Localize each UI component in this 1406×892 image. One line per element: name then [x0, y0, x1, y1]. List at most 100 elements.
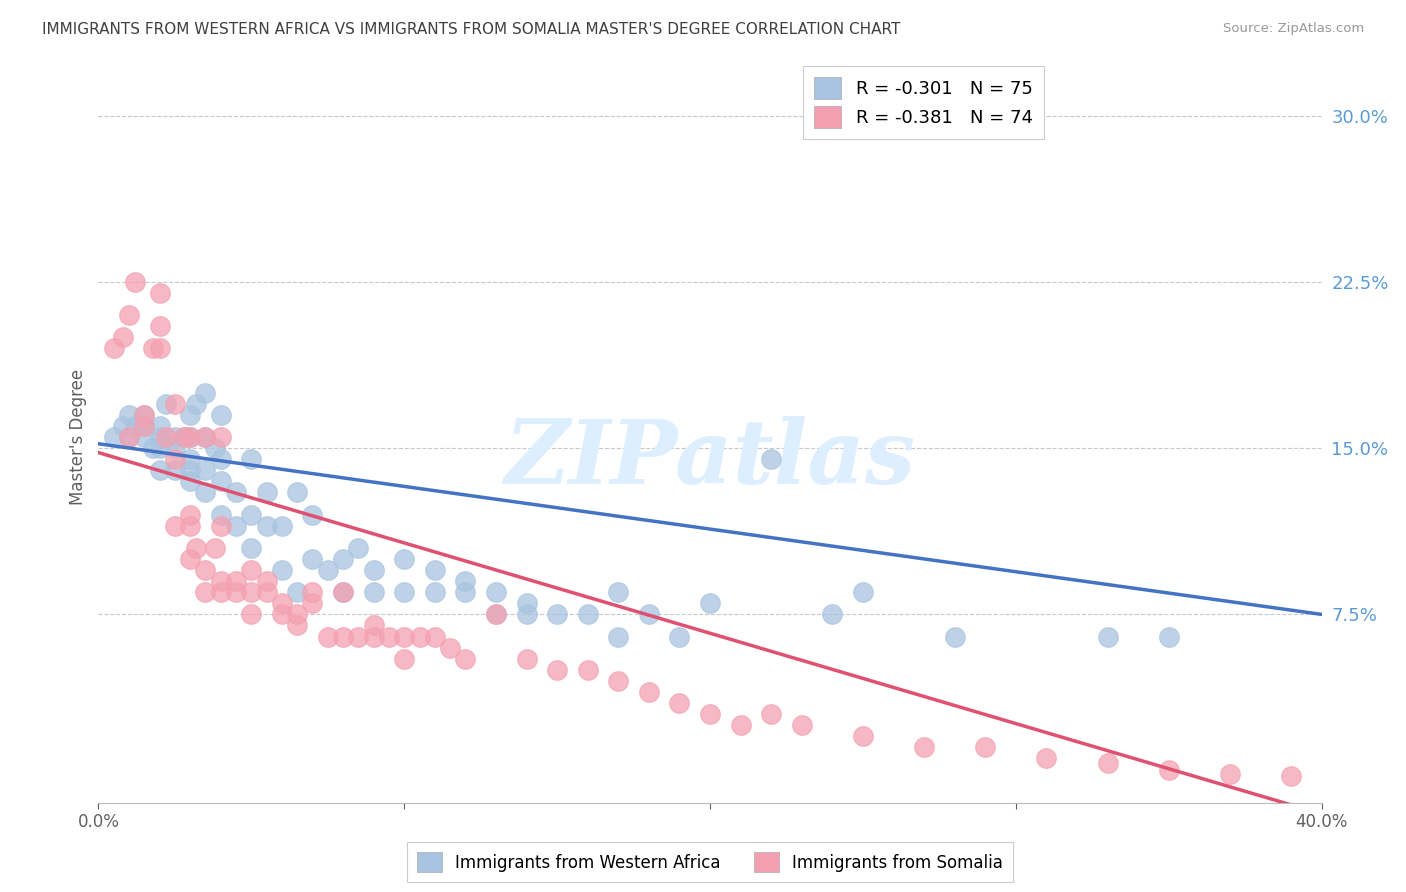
- Point: [209, 408, 232, 422]
- Point: [607, 630, 630, 644]
- Point: [423, 630, 446, 644]
- Point: [1097, 756, 1119, 770]
- Point: [149, 430, 172, 444]
- Point: [730, 718, 752, 732]
- Point: [607, 585, 630, 599]
- Legend: Immigrants from Western Africa, Immigrants from Somalia: Immigrants from Western Africa, Immigran…: [406, 842, 1014, 882]
- Point: [270, 596, 292, 610]
- Point: [204, 441, 226, 455]
- Point: [124, 419, 146, 434]
- Point: [363, 630, 385, 644]
- Point: [576, 663, 599, 677]
- Point: [301, 508, 323, 522]
- Y-axis label: Master's Degree: Master's Degree: [69, 369, 87, 505]
- Point: [179, 552, 201, 566]
- Point: [759, 707, 782, 722]
- Point: [392, 630, 416, 644]
- Point: [179, 408, 201, 422]
- Text: Source: ZipAtlas.com: Source: ZipAtlas.com: [1223, 22, 1364, 36]
- Point: [194, 430, 217, 444]
- Point: [225, 574, 247, 589]
- Point: [142, 342, 165, 356]
- Point: [546, 607, 568, 622]
- Point: [408, 630, 430, 644]
- Point: [179, 518, 201, 533]
- Point: [454, 651, 477, 665]
- Text: ZIPatlas: ZIPatlas: [505, 416, 915, 502]
- Point: [1157, 763, 1180, 777]
- Point: [607, 673, 630, 688]
- Point: [256, 574, 278, 589]
- Point: [209, 475, 232, 489]
- Point: [118, 308, 141, 322]
- Point: [637, 607, 661, 622]
- Point: [163, 397, 186, 411]
- Point: [134, 408, 156, 422]
- Point: [1219, 767, 1241, 781]
- Point: [149, 342, 172, 356]
- Point: [103, 430, 125, 444]
- Point: [256, 485, 278, 500]
- Point: [173, 430, 195, 444]
- Point: [301, 552, 323, 566]
- Point: [149, 441, 172, 455]
- Point: [316, 563, 339, 577]
- Point: [209, 574, 232, 589]
- Point: [194, 563, 217, 577]
- Point: [149, 319, 172, 334]
- Point: [179, 508, 201, 522]
- Point: [209, 452, 232, 467]
- Point: [392, 585, 416, 599]
- Point: [912, 740, 935, 755]
- Point: [363, 563, 385, 577]
- Point: [186, 397, 208, 411]
- Point: [149, 285, 172, 300]
- Point: [225, 585, 247, 599]
- Point: [821, 607, 844, 622]
- Point: [111, 330, 134, 344]
- Point: [423, 563, 446, 577]
- Point: [155, 397, 177, 411]
- Point: [179, 452, 201, 467]
- Point: [240, 607, 263, 622]
- Point: [270, 563, 292, 577]
- Point: [347, 630, 370, 644]
- Point: [240, 585, 263, 599]
- Point: [179, 475, 201, 489]
- Point: [485, 607, 508, 622]
- Point: [332, 585, 354, 599]
- Point: [194, 585, 217, 599]
- Point: [668, 630, 690, 644]
- Point: [301, 596, 323, 610]
- Point: [516, 651, 538, 665]
- Point: [699, 707, 721, 722]
- Point: [943, 630, 966, 644]
- Point: [332, 585, 354, 599]
- Point: [163, 518, 186, 533]
- Point: [454, 585, 477, 599]
- Point: [576, 607, 599, 622]
- Point: [852, 585, 875, 599]
- Point: [332, 630, 354, 644]
- Point: [155, 430, 177, 444]
- Point: [134, 430, 156, 444]
- Point: [363, 585, 385, 599]
- Point: [118, 430, 141, 444]
- Point: [163, 441, 186, 455]
- Point: [256, 585, 278, 599]
- Point: [134, 419, 156, 434]
- Point: [194, 463, 217, 477]
- Point: [1157, 630, 1180, 644]
- Point: [118, 408, 141, 422]
- Point: [225, 518, 247, 533]
- Point: [285, 585, 308, 599]
- Point: [1097, 630, 1119, 644]
- Point: [759, 452, 782, 467]
- Point: [668, 696, 690, 710]
- Point: [637, 685, 661, 699]
- Point: [194, 430, 217, 444]
- Point: [974, 740, 997, 755]
- Point: [240, 541, 263, 555]
- Point: [423, 585, 446, 599]
- Point: [270, 607, 292, 622]
